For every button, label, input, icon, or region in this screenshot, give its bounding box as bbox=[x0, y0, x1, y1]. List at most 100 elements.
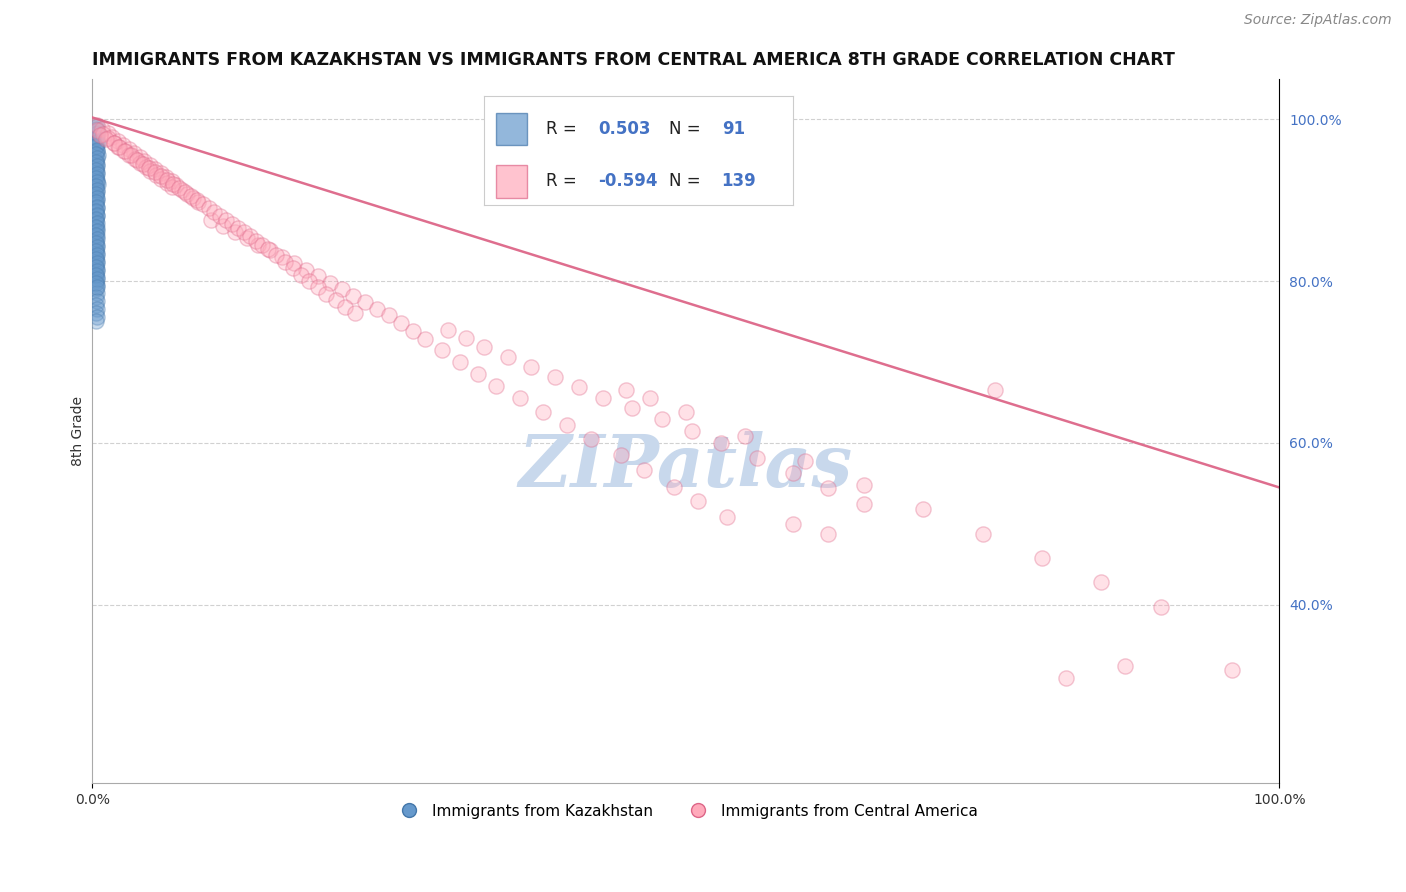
Point bbox=[84, 298, 107, 312]
Point bbox=[449, 355, 471, 369]
Point bbox=[91, 128, 114, 142]
Point bbox=[84, 155, 107, 169]
Point bbox=[84, 314, 107, 328]
Point bbox=[621, 401, 644, 416]
Point bbox=[84, 258, 107, 272]
Point bbox=[86, 193, 108, 207]
Point bbox=[716, 510, 738, 524]
Point bbox=[86, 264, 108, 278]
Text: IMMIGRANTS FROM KAZAKHSTAN VS IMMIGRANTS FROM CENTRAL AMERICA 8TH GRADE CORRELAT: IMMIGRANTS FROM KAZAKHSTAN VS IMMIGRANTS… bbox=[93, 51, 1175, 69]
Point bbox=[86, 237, 108, 252]
Point bbox=[84, 163, 107, 178]
Point bbox=[84, 169, 107, 183]
Point bbox=[852, 478, 875, 492]
Point bbox=[651, 412, 673, 426]
Point bbox=[87, 148, 110, 162]
Point bbox=[200, 213, 222, 227]
Point bbox=[84, 226, 107, 240]
Point bbox=[84, 235, 107, 250]
Point bbox=[456, 331, 478, 345]
Point bbox=[1114, 658, 1136, 673]
Point bbox=[245, 234, 267, 248]
Point bbox=[84, 277, 107, 291]
Point bbox=[84, 171, 107, 186]
Point bbox=[84, 268, 107, 283]
Point bbox=[134, 154, 156, 169]
Point bbox=[84, 147, 107, 161]
Point bbox=[155, 170, 177, 185]
Point bbox=[579, 432, 602, 446]
Point bbox=[160, 174, 183, 188]
Point bbox=[86, 278, 108, 293]
Point bbox=[84, 130, 107, 145]
Point bbox=[86, 183, 108, 197]
Point bbox=[295, 262, 318, 277]
Point bbox=[681, 424, 703, 438]
Point bbox=[318, 276, 340, 290]
Point bbox=[281, 261, 304, 276]
Point bbox=[84, 179, 107, 194]
Point bbox=[86, 173, 108, 187]
Point bbox=[186, 193, 208, 207]
Point bbox=[84, 234, 107, 248]
Point bbox=[86, 286, 108, 301]
Point bbox=[143, 164, 166, 178]
Point bbox=[84, 211, 107, 226]
Point bbox=[366, 301, 388, 316]
Point bbox=[84, 129, 107, 144]
Point bbox=[84, 195, 107, 210]
Point bbox=[128, 155, 150, 169]
Point bbox=[103, 136, 125, 150]
Point bbox=[197, 201, 219, 215]
Point bbox=[124, 152, 146, 166]
Point bbox=[181, 191, 204, 205]
Point bbox=[162, 177, 184, 191]
Point bbox=[333, 300, 356, 314]
Point bbox=[793, 454, 815, 468]
Point bbox=[139, 158, 162, 172]
Point bbox=[307, 280, 329, 294]
Point bbox=[86, 135, 108, 149]
Point bbox=[983, 384, 1005, 398]
Point bbox=[402, 324, 425, 338]
Point bbox=[1031, 550, 1053, 565]
Point bbox=[485, 379, 508, 393]
Point bbox=[86, 126, 108, 140]
Point bbox=[257, 242, 280, 256]
Point bbox=[84, 138, 107, 153]
Point bbox=[734, 429, 756, 443]
Point bbox=[176, 186, 198, 201]
Point bbox=[1150, 599, 1173, 614]
Point bbox=[86, 151, 108, 165]
Point bbox=[852, 498, 875, 512]
Point bbox=[271, 250, 294, 264]
Point bbox=[544, 369, 567, 384]
Point bbox=[592, 391, 614, 405]
Point bbox=[531, 405, 554, 419]
Point bbox=[84, 252, 107, 267]
Point bbox=[150, 166, 173, 180]
Point bbox=[616, 383, 638, 397]
Point bbox=[84, 121, 107, 136]
Point bbox=[103, 136, 125, 151]
Point bbox=[84, 205, 107, 219]
Point bbox=[86, 245, 108, 260]
Point bbox=[86, 256, 108, 270]
Point bbox=[86, 123, 108, 137]
Legend: Immigrants from Kazakhstan, Immigrants from Central America: Immigrants from Kazakhstan, Immigrants f… bbox=[387, 797, 984, 825]
Point bbox=[467, 367, 489, 381]
Point bbox=[86, 143, 108, 157]
Point bbox=[86, 145, 108, 159]
Point bbox=[108, 140, 131, 154]
Point bbox=[912, 502, 935, 516]
Point bbox=[609, 448, 631, 462]
Point bbox=[204, 205, 226, 219]
Point bbox=[413, 332, 436, 346]
Point bbox=[122, 146, 145, 161]
Point bbox=[90, 121, 112, 136]
Point bbox=[817, 527, 839, 541]
Point bbox=[84, 203, 107, 218]
Point bbox=[342, 288, 364, 302]
Point bbox=[191, 197, 214, 211]
Point bbox=[86, 272, 108, 286]
